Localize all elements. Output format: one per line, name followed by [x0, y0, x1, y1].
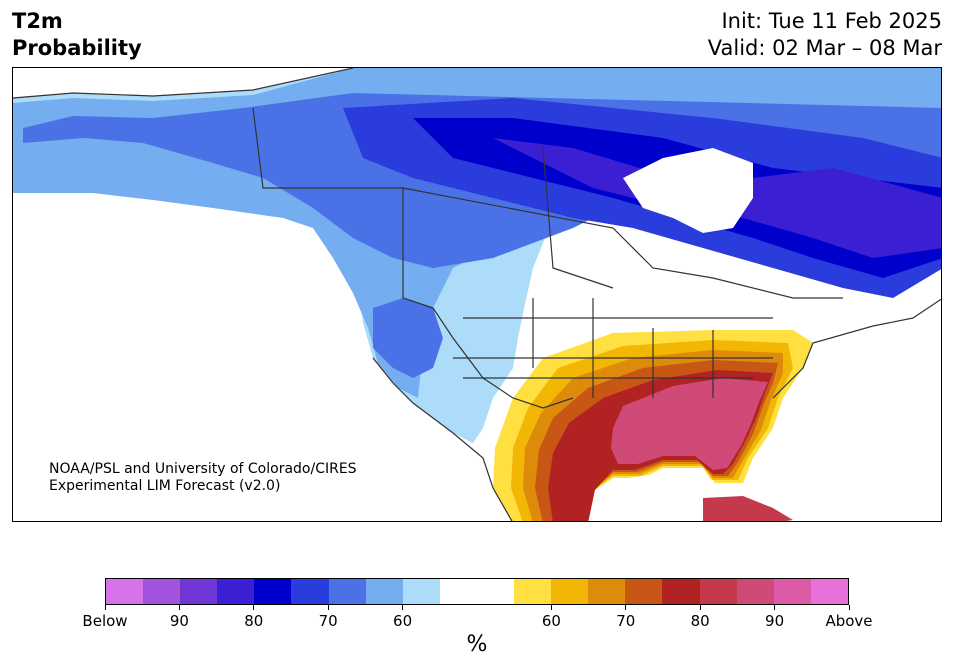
colorbar-tick	[327, 605, 329, 610]
colorbar-segment	[551, 579, 589, 604]
colorbar-tick-label: 80	[690, 612, 710, 630]
credit-text: NOAA/PSL and University of Colorado/CIRE…	[49, 461, 357, 495]
colorbar-segment	[736, 579, 774, 604]
colorbar-segment	[365, 579, 403, 604]
init-date: Init: Tue 11 Feb 2025	[721, 9, 942, 33]
probability-map	[12, 67, 942, 522]
borders	[13, 68, 941, 521]
colorbar-tick-label: 70	[616, 612, 636, 630]
colorbar-segment	[662, 579, 700, 604]
date-info: Init: Tue 11 Feb 2025 Valid: 02 Mar – 08…	[708, 8, 942, 62]
colorbar-tick-label: 90	[765, 612, 785, 630]
colorbar-segment	[328, 579, 366, 604]
colorbar-tick	[625, 605, 627, 610]
warm-85	[611, 378, 768, 470]
colorbar-segment	[476, 579, 515, 604]
colorbar-segment	[291, 579, 329, 604]
colorbar-segment	[439, 579, 477, 604]
colorbar-segment	[254, 579, 292, 604]
cold-west	[373, 298, 443, 378]
colorbar-segment	[143, 579, 181, 604]
colorbar-tick	[253, 605, 255, 610]
colorbar-segment	[773, 579, 811, 604]
variable-label: T2m	[12, 9, 63, 33]
colorbar-segment	[402, 579, 440, 604]
cuba	[703, 496, 793, 521]
colorbar-tick	[402, 605, 404, 610]
colorbar-tick-label: 60	[393, 612, 413, 630]
great-lakes	[653, 288, 803, 330]
product-label: Probability	[12, 36, 142, 60]
colorbar-segment	[217, 579, 255, 604]
colorbar-segment	[106, 579, 144, 604]
credit-line-2: Experimental LIM Forecast (v2.0)	[49, 478, 281, 494]
colorbar-tick-label: 70	[318, 612, 338, 630]
colorbar-segment	[625, 579, 663, 604]
colorbar-segment	[588, 579, 626, 604]
hudson-bay	[623, 148, 753, 233]
map-canvas	[13, 68, 941, 521]
colorbar-tick	[699, 605, 701, 610]
colorbar-tick	[550, 605, 552, 610]
colorbar-segment	[810, 579, 848, 604]
colorbar-tick	[178, 605, 180, 610]
valid-range: Valid: 02 Mar – 08 Mar	[707, 36, 942, 60]
colorbar-tick	[848, 605, 850, 610]
colorbar-segment	[699, 579, 737, 604]
gulf-of-mexico	[603, 473, 733, 521]
colorbar	[105, 578, 849, 605]
colorbar-segment	[180, 579, 218, 604]
colorbar-tick-label: Below	[82, 612, 128, 630]
colorbar-tick-label: 80	[244, 612, 264, 630]
colorbar-segment	[514, 579, 552, 604]
chart-title: T2m Probability	[12, 8, 142, 62]
colorbar-tick-label: Above	[825, 612, 873, 630]
credit-line-1: NOAA/PSL and University of Colorado/CIRE…	[49, 461, 357, 477]
colorbar-tick	[774, 605, 776, 610]
colorbar-tick-label: 60	[541, 612, 561, 630]
colorbar-unit: %	[466, 632, 488, 657]
colorbar-tick-label: 90	[169, 612, 189, 630]
colorbar-tick	[104, 605, 106, 610]
